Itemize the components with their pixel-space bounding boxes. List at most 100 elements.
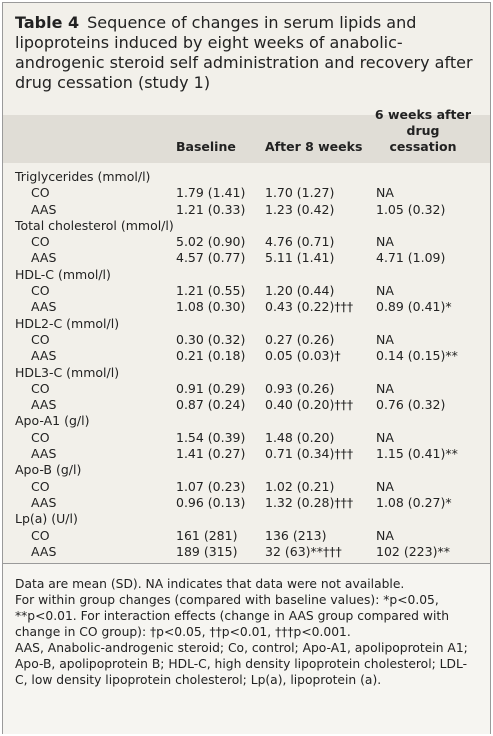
row-label: AAS (31, 299, 57, 315)
row-label: CO (31, 283, 50, 299)
cell: NA (376, 185, 394, 201)
group-name: Apo-A1 (g/l) (15, 413, 90, 429)
data-row: AAS 189 (315) 32 (63)**††† 102 (223)** (3, 544, 490, 560)
cell: 5.02 (0.90) (176, 234, 246, 250)
cell: 1.07 (0.23) (176, 478, 246, 494)
cell: 1.41 (0.27) (176, 446, 246, 462)
footnote: AAS, Anabolic-androgenic steroid; Co, co… (15, 641, 468, 687)
cell: NA (376, 283, 394, 299)
group-row: Triglycerides (mmol/l) (3, 169, 490, 185)
data-row: CO 1.54 (0.39) 1.48 (0.20) NA (3, 430, 490, 446)
group-name: Lp(a) (U/l) (15, 511, 78, 527)
row-label: AAS (31, 446, 57, 462)
group-row: Apo-B (g/l) (3, 462, 490, 478)
group-row: HDL3-C (mmol/l) (3, 365, 490, 381)
data-row: AAS 1.21 (0.33) 1.23 (0.42) 1.05 (0.32) (3, 202, 490, 218)
row-label: CO (31, 331, 50, 347)
cell: 1.15 (0.41)** (376, 446, 458, 462)
cell: NA (376, 527, 394, 543)
column-header: Baseline (176, 139, 236, 154)
group-row: HDL-C (mmol/l) (3, 267, 490, 283)
data-row: CO 0.91 (0.29) 0.93 (0.26) NA (3, 381, 490, 397)
cell: NA (376, 478, 394, 494)
cell: 1.21 (0.33) (176, 201, 246, 217)
cell: 0.05 (0.03)† (265, 348, 341, 364)
cell: NA (376, 380, 394, 396)
data-row: CO 161 (281) 136 (213) NA (3, 528, 490, 544)
cell: 0.91 (0.29) (176, 380, 246, 396)
group-name: HDL-C (mmol/l) (15, 266, 111, 282)
cell: 0.14 (0.15)** (376, 348, 458, 364)
group-name: Triglycerides (mmol/l) (15, 169, 151, 184)
title-text: Sequence of changes in serum lipids and … (15, 13, 473, 92)
row-label: AAS (31, 201, 57, 217)
column-header: 6 weeks after drug cessation (374, 107, 472, 154)
cell: NA (376, 429, 394, 445)
data-row: CO 5.02 (0.90) 4.76 (0.71) NA (3, 234, 490, 250)
data-row: CO 1.21 (0.55) 1.20 (0.44) NA (3, 283, 490, 299)
row-label: AAS (31, 543, 57, 559)
cell: 0.43 (0.22)††† (265, 299, 354, 315)
group-name: HDL3-C (mmol/l) (15, 364, 120, 380)
cell: 1.20 (0.44) (265, 283, 335, 299)
cell: NA (376, 234, 394, 250)
row-label: CO (31, 527, 50, 543)
cell: 136 (213) (265, 527, 327, 543)
cell: 0.89 (0.41)* (376, 299, 452, 315)
group-row: Lp(a) (U/l) (3, 511, 490, 527)
row-label: CO (31, 429, 50, 445)
group-row: HDL2-C (mmol/l) (3, 316, 490, 332)
cell: 0.87 (0.24) (176, 397, 246, 413)
group-row: Total cholesterol (mmol/l) (3, 218, 490, 234)
row-label: CO (31, 478, 50, 494)
cell: 1.54 (0.39) (176, 429, 246, 445)
cell: NA (376, 331, 394, 347)
row-label: AAS (31, 348, 57, 364)
cell: 0.40 (0.20)††† (265, 397, 354, 413)
data-row: CO 0.30 (0.32) 0.27 (0.26) NA (3, 332, 490, 348)
cell: 4.76 (0.71) (265, 234, 335, 250)
data-row: AAS 1.41 (0.27) 0.71 (0.34)††† 1.15 (0.41)*… (3, 446, 490, 462)
cell: 0.30 (0.32) (176, 331, 246, 347)
cell: 1.70 (1.27) (265, 185, 335, 201)
cell: 1.32 (0.28)††† (265, 494, 354, 510)
data-row: AAS 4.57 (0.77) 5.11 (1.41) 4.71 (1.09) (3, 250, 490, 266)
cell: 1.48 (0.20) (265, 429, 335, 445)
data-row: AAS 0.21 (0.18) 0.05 (0.03)† 0.14 (0.15)** (3, 348, 490, 364)
cell: 0.71 (0.34)††† (265, 446, 354, 462)
cell: 4.71 (1.09) (376, 250, 446, 266)
row-label: CO (31, 380, 50, 396)
cell: 32 (63)**††† (265, 543, 342, 559)
cell: 5.11 (1.41) (265, 250, 335, 266)
table-label: Table 4 (15, 13, 80, 32)
row-label: CO (31, 234, 50, 250)
cell: 0.76 (0.32) (376, 397, 446, 413)
data-row: AAS 0.87 (0.24) 0.40 (0.20)††† 0.76 (0.32) (3, 397, 490, 413)
group-row: Apo-A1 (g/l) (3, 413, 490, 429)
data-row: AAS 0.96 (0.13) 1.32 (0.28)††† 1.08 (0.27)* (3, 495, 490, 511)
cell: 1.02 (0.21) (265, 478, 335, 494)
row-label: AAS (31, 250, 57, 266)
cell: 161 (281) (176, 527, 238, 543)
column-header: After 8 weeks (265, 139, 363, 154)
group-name: HDL2-C (mmol/l) (15, 315, 120, 331)
cell: 4.57 (0.77) (176, 250, 246, 266)
table-title: Table 4 Sequence of changes in serum lipi… (15, 13, 477, 93)
table-body: Triglycerides (mmol/l) CO 1.79 (1.41) 1.70 … (3, 169, 490, 560)
cell: 0.96 (0.13) (176, 494, 246, 510)
footnote: Data are mean (SD). NA indicates that da… (15, 577, 405, 591)
cell: 0.21 (0.18) (176, 348, 246, 364)
cell: 1.23 (0.42) (265, 201, 335, 217)
cell: 1.21 (0.55) (176, 283, 246, 299)
cell: 1.05 (0.32) (376, 201, 446, 217)
group-name: Total cholesterol (mmol/l) (15, 217, 174, 233)
row-label: AAS (31, 397, 57, 413)
row-label: AAS (31, 494, 57, 510)
cell: 0.93 (0.26) (265, 380, 335, 396)
cell: 102 (223)** (376, 543, 450, 559)
data-row: AAS 1.08 (0.30) 0.43 (0.22)††† 0.89 (0.41)* (3, 299, 490, 315)
header-row: Baseline After 8 weeks 6 weeks after dru… (3, 107, 490, 163)
group-name: Apo-B (g/l) (15, 462, 82, 478)
